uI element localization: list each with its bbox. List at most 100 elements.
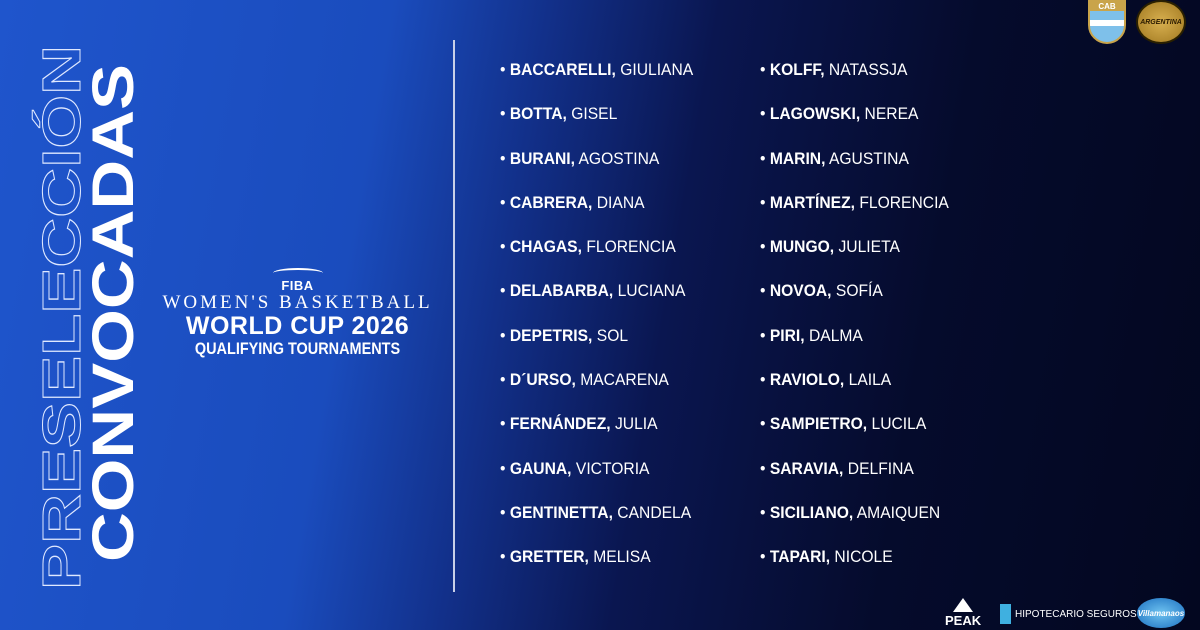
bullet: • <box>500 414 510 434</box>
player-name: LUCIANA <box>617 281 686 301</box>
player-surname: SAMPIETRO, <box>769 414 868 434</box>
player-surname: FERNÁNDEZ, <box>509 414 611 434</box>
bullet: • <box>760 281 770 301</box>
player-surname: KOLFF, <box>769 60 825 79</box>
player-item: • MUNGO, JULIETA <box>760 237 949 281</box>
player-name: SOL <box>596 325 629 345</box>
player-surname: MARIN, <box>769 148 826 168</box>
cab-logo: CAB <box>1088 0 1126 44</box>
peak-triangle-icon <box>953 598 974 612</box>
player-item: • GENTINETTA, CANDELA <box>500 503 693 547</box>
player-item: • TAPARI, NICOLE <box>760 547 949 591</box>
player-name: GISEL <box>571 104 618 124</box>
player-item: • GRETTER, MELISA <box>500 547 693 591</box>
bullet: • <box>500 237 510 257</box>
hipotecario-mark-icon <box>1000 604 1011 624</box>
bullet: • <box>500 547 510 567</box>
player-name: FLORENCIA <box>859 192 949 212</box>
player-item: • FERNÁNDEZ, JULIA <box>500 414 693 458</box>
cab-label: CAB <box>1098 2 1116 11</box>
title-outline: PRESELECCIÓN <box>32 45 92 590</box>
argentina-logo: ARGENTINA <box>1136 0 1186 44</box>
player-name: JULIETA <box>838 237 900 257</box>
player-surname: GRETTER, <box>509 547 589 567</box>
player-name: DALMA <box>808 325 863 345</box>
bullet: • <box>760 414 770 434</box>
bullet: • <box>760 237 770 257</box>
bullet: • <box>500 458 510 478</box>
player-surname: BOTTA, <box>509 104 567 124</box>
player-list-col2: • KOLFF, NATASSJA • LAGOWSKI, NEREA • MARI… <box>760 60 965 592</box>
bullet: • <box>760 547 770 567</box>
player-item: • CHAGAS, FLORENCIA <box>500 237 693 281</box>
player-item: • CABRERA, DIANA <box>500 193 693 237</box>
player-name: NICOLE <box>834 547 893 567</box>
player-item: • MARIN, AGUSTINA <box>760 149 949 193</box>
bullet: • <box>500 502 510 522</box>
player-surname: SICILIANO, <box>769 502 854 522</box>
player-name: MELISA <box>593 547 651 567</box>
player-surname: DEPETRIS, <box>509 325 593 345</box>
argentina-label: ARGENTINA <box>1140 18 1182 26</box>
player-name: DIANA <box>596 192 645 212</box>
bullet: • <box>500 192 510 212</box>
player-surname: SARAVIA, <box>769 458 844 478</box>
player-surname: NOVOA, <box>769 281 832 301</box>
bullet: • <box>500 281 510 301</box>
bullet: • <box>760 148 770 168</box>
bullet: • <box>760 104 770 124</box>
player-name: NEREA <box>864 104 919 124</box>
event-line2: WORLD CUP 2026 <box>185 312 410 340</box>
villamanaos-logo: Villamanaos <box>1137 598 1185 628</box>
player-name: LUCILA <box>871 414 927 434</box>
player-surname: BURANI, <box>509 148 576 168</box>
player-name: FLORENCIA <box>586 237 676 257</box>
player-name: DELFINA <box>847 458 914 478</box>
event-line1: WOMEN'S BASKETBALL <box>162 292 433 313</box>
bullet: • <box>760 325 770 345</box>
player-item: • DEPETRIS, SOL <box>500 326 693 370</box>
player-item: • DELABARBA, LUCIANA <box>500 281 693 325</box>
fiba-label: FIBA <box>281 278 314 293</box>
divider <box>453 40 455 592</box>
player-name: CANDELA <box>617 502 692 522</box>
player-surname: TAPARI, <box>769 547 831 567</box>
player-name: AMAIQUEN <box>856 502 941 522</box>
player-surname: DELABARBA, <box>509 281 614 301</box>
player-surname: RAVIOLO, <box>769 370 845 390</box>
fiba-event-logo: FIBA WOMEN'S BASKETBALL WORLD CUP 2026 Q… <box>160 268 435 359</box>
player-surname: BACCARELLI, <box>509 60 616 79</box>
peak-logo: PEAK <box>945 598 981 628</box>
player-name: VICTORIA <box>575 458 650 478</box>
player-item: • NOVOA, SOFÍA <box>760 281 949 325</box>
player-name: GIULIANA <box>620 60 694 79</box>
player-surname: MARTÍNEZ, <box>769 192 855 212</box>
event-line3: QUALIFYING TOURNAMENTS <box>194 339 401 358</box>
player-name: AGUSTINA <box>828 148 909 168</box>
fiba-arc-icon <box>272 268 323 278</box>
player-item: • KOLFF, NATASSJA <box>760 60 949 104</box>
hipotecario-label: HIPOTECARIO SEGUROS <box>1015 608 1137 620</box>
player-name: NATASSJA <box>828 60 908 79</box>
bullet: • <box>760 60 770 79</box>
sponsors: PEAK HIPOTECARIO SEGUROS Villamanaos <box>940 594 1190 628</box>
player-item: • LAGOWSKI, NEREA <box>760 104 949 148</box>
player-name: MACARENA <box>580 370 669 390</box>
player-name: JULIA <box>614 414 658 434</box>
player-surname: GAUNA, <box>509 458 572 478</box>
bullet: • <box>500 370 510 390</box>
player-surname: LAGOWSKI, <box>769 104 861 124</box>
bullet: • <box>500 60 510 79</box>
title-filled: CONVOCADAS <box>81 64 146 562</box>
player-item: • D´URSO, MACARENA <box>500 370 693 414</box>
player-item: • SICILIANO, AMAIQUEN <box>760 503 949 547</box>
player-item: • BACCARELLI, GIULIANA <box>500 60 693 104</box>
player-surname: CABRERA, <box>509 192 593 212</box>
player-surname: PIRI, <box>769 325 805 345</box>
bullet: • <box>760 192 770 212</box>
bullet: • <box>500 325 510 345</box>
player-surname: MUNGO, <box>769 237 835 257</box>
villamanaos-label: Villamanaos <box>1137 608 1185 618</box>
player-item: • GAUNA, VICTORIA <box>500 459 693 503</box>
